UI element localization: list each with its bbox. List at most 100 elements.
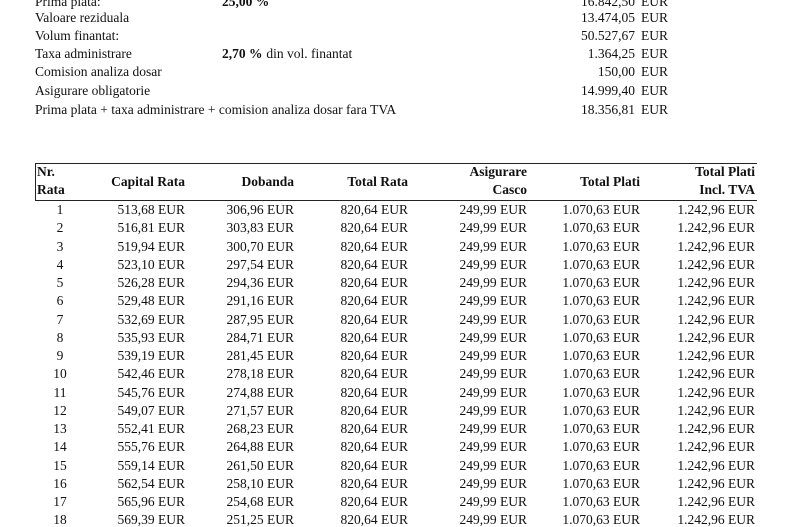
table-cell: 249,99 EUR <box>459 475 528 491</box>
table-cell: 287,95 EUR <box>226 311 295 327</box>
table-cell: 300,70 EUR <box>226 238 295 254</box>
rate-number: 17 <box>53 494 67 509</box>
table-cell: 249,99 EUR <box>459 439 528 455</box>
table-cell: 1.242,96 EUR <box>677 256 755 272</box>
table-cell: 820,64 EUR <box>340 202 409 217</box>
table-cell: 1.242,96 EUR <box>677 475 755 491</box>
table-cell: 249,99 EUR <box>459 256 528 272</box>
table-cell: 1.242,96 EUR <box>677 402 755 418</box>
table-cell: 306,96 EUR <box>226 202 295 217</box>
table-cell: 1.242,96 EUR <box>677 384 755 400</box>
table-cell: 820,64 EUR <box>340 366 409 382</box>
table-cell: 820,64 EUR <box>340 293 409 309</box>
table-cell: 268,23 EUR <box>226 421 295 436</box>
header-cell: Dobanda <box>241 174 294 189</box>
summary-detail: din vol. finantat <box>263 46 353 61</box>
table-cell: 249,99 EUR <box>459 238 528 254</box>
table-cell: 820,64 EUR <box>340 457 409 473</box>
header-cell: Capital Rata <box>111 174 185 189</box>
table-cell: 1.242,96 EUR <box>677 348 755 363</box>
table-cell: 249,99 EUR <box>459 512 528 527</box>
table-cell: 820,64 EUR <box>340 256 409 272</box>
table-cell: 569,39 EUR <box>117 512 186 527</box>
header-cell: Incl. TVA <box>699 182 755 197</box>
summary-label: Prima plata: <box>35 0 101 9</box>
table-cell: 549,07 EUR <box>117 402 186 418</box>
header-cell: Total Plati <box>695 164 755 179</box>
table-cell: 303,83 EUR <box>226 220 295 236</box>
table-cell: 820,64 EUR <box>340 311 409 327</box>
table-cell: 1.070,63 EUR <box>562 512 640 527</box>
table-cell: 294,36 EUR <box>226 275 295 290</box>
summary-label: Taxa administrare <box>35 46 132 61</box>
table-cell: 820,64 EUR <box>340 402 409 418</box>
table-cell: 1.242,96 EUR <box>677 329 755 345</box>
header-cell: Rata <box>37 182 65 197</box>
table-cell: 249,99 EUR <box>459 494 528 509</box>
table-cell: 249,99 EUR <box>459 384 528 400</box>
table-cell: 1.070,63 EUR <box>562 256 640 272</box>
summary-currency: EUR <box>641 0 668 9</box>
table-cell: 1.070,63 EUR <box>562 311 640 327</box>
table-cell: 539,19 EUR <box>117 348 186 363</box>
summary-amount: 50.527,67 <box>581 28 635 43</box>
table-cell: 1.242,96 EUR <box>677 439 755 455</box>
header-cell: Casco <box>492 182 528 197</box>
summary-amount: 14.999,40 <box>581 83 635 98</box>
table-cell: 1.070,63 EUR <box>562 494 640 509</box>
table-cell: 820,64 EUR <box>340 348 409 363</box>
table-cell: 1.070,63 EUR <box>562 384 640 400</box>
rate-number: 10 <box>53 366 67 382</box>
table-cell: 264,88 EUR <box>226 439 295 455</box>
table-cell: 532,69 EUR <box>117 311 186 327</box>
summary-amount: 18.356,81 <box>581 102 635 117</box>
summary-detail-bold: 25,00 % <box>222 0 270 9</box>
table-cell: 1.242,96 EUR <box>677 238 755 254</box>
rate-number: 12 <box>53 402 67 418</box>
table-cell: 258,10 EUR <box>226 475 295 491</box>
rate-number: 8 <box>56 329 64 345</box>
table-cell: 1.070,63 EUR <box>562 293 640 309</box>
table-cell: 1.242,96 EUR <box>677 457 755 473</box>
table-cell: 820,64 EUR <box>340 220 409 236</box>
summary-currency: EUR <box>641 83 668 98</box>
table-cell: 820,64 EUR <box>340 275 409 290</box>
table-cell: 529,48 EUR <box>117 293 186 309</box>
table-cell: 1.242,96 EUR <box>677 311 755 327</box>
rate-number: 14 <box>53 439 67 455</box>
table-cell: 1.242,96 EUR <box>677 293 755 309</box>
table-cell: 519,94 EUR <box>117 238 186 254</box>
header-left-border <box>35 163 36 201</box>
table-cell: 1.070,63 EUR <box>562 475 640 491</box>
rate-number: 2 <box>56 220 64 236</box>
table-cell: 249,99 EUR <box>459 457 528 473</box>
table-cell: 249,99 EUR <box>459 348 528 363</box>
table-cell: 1.242,96 EUR <box>677 512 755 527</box>
summary-amount: 1.364,25 <box>587 46 635 61</box>
rate-number: 4 <box>56 256 64 272</box>
summary-currency: EUR <box>641 46 668 61</box>
table-cell: 1.242,96 EUR <box>677 494 755 509</box>
rate-number: 13 <box>53 421 67 436</box>
table-cell: 513,68 EUR <box>117 202 186 217</box>
table-cell: 274,88 EUR <box>226 384 295 400</box>
table-cell: 271,57 EUR <box>226 402 295 418</box>
header-cell: Nr. <box>37 164 55 179</box>
table-cell: 278,18 EUR <box>226 366 295 382</box>
summary-amount: 13.474,05 <box>581 10 635 25</box>
table-cell: 820,64 EUR <box>340 238 409 254</box>
table-cell: 284,71 EUR <box>226 329 295 345</box>
rate-number: 11 <box>53 384 67 400</box>
table-cell: 535,93 EUR <box>117 329 186 345</box>
table-cell: 545,76 EUR <box>117 384 186 400</box>
rate-number: 6 <box>56 293 64 309</box>
table-cell: 820,64 EUR <box>340 439 409 455</box>
rate-number: 1 <box>56 202 64 217</box>
summary-amount: 16.842,50 <box>581 0 635 9</box>
table-cell: 1.070,63 EUR <box>562 202 640 217</box>
summary-currency: EUR <box>641 64 668 79</box>
table-cell: 297,54 EUR <box>226 256 295 272</box>
table-cell: 1.242,96 EUR <box>677 275 755 290</box>
table-cell: 1.242,96 EUR <box>677 366 755 382</box>
